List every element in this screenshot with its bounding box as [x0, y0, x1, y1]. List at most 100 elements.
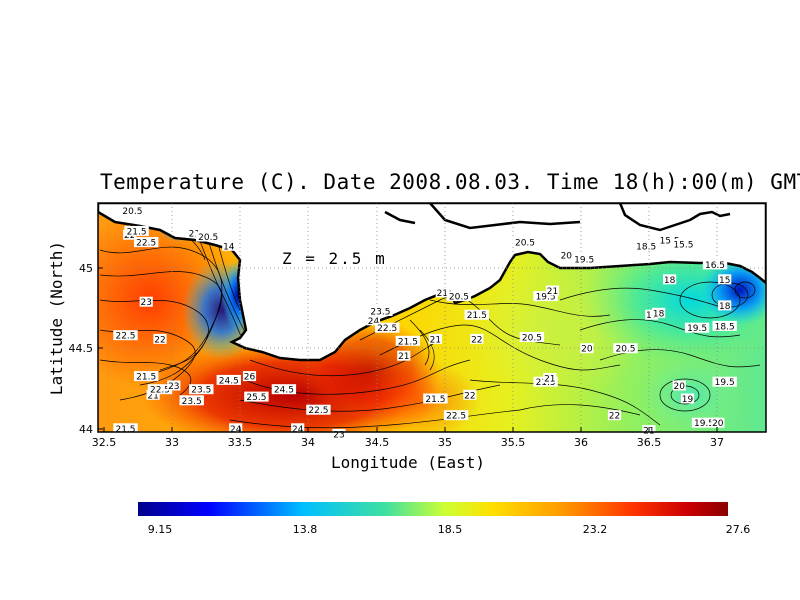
contour-label: 20.5 [519, 332, 545, 344]
contour-label-text: 20.5 [522, 334, 542, 344]
contour-label-text: 20.5 [198, 233, 218, 243]
contour-label-background [222, 240, 236, 251]
contour-label: 21 [146, 389, 160, 401]
contour-label-text: 22 [471, 335, 482, 345]
contour-label: 22 [607, 410, 622, 422]
contour-label-text: 20.5 [515, 239, 535, 249]
contour-label-text: 19.5 [574, 255, 594, 265]
contour-label-text: 20.5 [122, 207, 142, 217]
contour-label-text: 24 [292, 425, 304, 435]
contour-label-background [435, 287, 449, 298]
contour-label-text: 14 [223, 242, 235, 252]
contour-label-background [368, 306, 393, 316]
contour-label-text: 21.5 [425, 395, 445, 405]
colorbar-label: 27.6 [726, 523, 751, 536]
contour-label-background [519, 332, 545, 342]
colorbar-label: 13.8 [293, 523, 318, 536]
contour-label: 19.5 [572, 253, 597, 265]
contour-label: 24 [229, 423, 243, 435]
contour-label-background [229, 423, 243, 434]
contour-label: 21.5 [423, 393, 448, 405]
contour-label-background [124, 225, 149, 236]
y-tick-label: 45 [79, 262, 93, 275]
contour-label-background [672, 380, 686, 391]
contour-label-text: 19.5 [694, 419, 714, 429]
colorbar-label: 18.5 [438, 523, 463, 536]
contour-label: 25.5 [244, 391, 269, 403]
contour-label-background [443, 410, 469, 421]
contour-label-text: 22.5 [115, 332, 135, 342]
contour-label-background [196, 231, 221, 242]
contour-label-background [559, 250, 573, 261]
contour-label: 21.5 [124, 225, 149, 237]
contour-label-text: 20 [561, 252, 573, 262]
contour-label-text: 19 [646, 311, 658, 321]
x-tick-label: 36 [574, 436, 588, 449]
contour-label: 20.5 [613, 343, 638, 355]
contour-label: 21 [435, 287, 449, 299]
contour-label: 24.5 [216, 374, 241, 386]
contour-label: 21 [428, 333, 442, 345]
contour-label-background [134, 371, 159, 382]
contour-label: 19 [680, 393, 695, 405]
contour-label: 21.5 [113, 423, 138, 435]
contour-label-text: 25.5 [246, 393, 266, 403]
contour-label: 23 [139, 296, 153, 308]
contour-label-text: 19.5 [687, 324, 707, 334]
contour-label-background [153, 333, 167, 344]
contour-label-text: 22.5 [136, 239, 156, 249]
coastline [98, 203, 766, 362]
contour-label-text: 22.5 [377, 324, 397, 334]
contour-label-background [242, 371, 257, 382]
contour-label-background [545, 285, 560, 296]
contour-label: 20 [559, 250, 573, 262]
contour-label-background [663, 274, 677, 285]
contour-label: 20 [711, 417, 725, 429]
x-ticks [103, 427, 718, 432]
contour-label-text: 18 [719, 302, 731, 312]
contour-label: 22 [463, 389, 477, 401]
contour-label-text: 19.5 [536, 293, 556, 303]
contour-label: 20.5 [512, 237, 538, 249]
contour-label: 24 [366, 315, 381, 327]
contour-label: 22 [153, 333, 167, 345]
contour-label-background [691, 417, 717, 428]
contour-label-text: 21.5 [136, 373, 156, 383]
contour-label: 21 [187, 227, 201, 239]
contour-label: 23 [167, 380, 181, 392]
colorbar-label: 9.15 [148, 523, 173, 536]
contour-label: 22.5 [443, 410, 469, 422]
contour-label-background [572, 253, 597, 264]
colorbar-labels: 9.15 13.8 18.5 23.2 27.6 [148, 523, 751, 536]
contour-label: 18 [718, 300, 732, 312]
grid-lines [98, 203, 766, 432]
contour-label: 22.5 [134, 237, 159, 249]
contour-label: 16.5 [702, 259, 728, 271]
contour-label-text: 23.5 [191, 386, 211, 396]
contour-label: 21 [397, 350, 411, 362]
contour-label: 19.5 [684, 322, 710, 334]
contour-label-background [216, 374, 241, 385]
contour-label-background [634, 240, 659, 251]
contour-label-background [446, 291, 472, 302]
contour-label: 18 [663, 274, 677, 286]
contour-label: 24.5 [271, 384, 297, 396]
contour-label-text: 23 [333, 430, 344, 440]
contour-label-text: 21.5 [127, 227, 147, 237]
contour-label-text: 21.5 [115, 425, 135, 435]
contour-label: 21 [545, 285, 560, 297]
contour-label: 15.5 [657, 235, 682, 247]
contour-label-text: 21 [398, 352, 409, 362]
contour-label: 21.5 [134, 371, 159, 383]
contour-label-text: 22 [609, 412, 620, 422]
contour-label-text: 22.5 [308, 406, 328, 416]
contour-label-text: 24.5 [274, 386, 294, 396]
contour-label-text: 24.5 [219, 376, 239, 386]
y-axis-title: Latitude (North) [47, 241, 66, 395]
contour-label-text: 20.5 [449, 293, 469, 303]
contour-label: 22.5 [375, 322, 400, 334]
contour-label: 18 [652, 307, 666, 319]
contour-label-text: 21.5 [467, 311, 487, 321]
contour-label-text: 20 [712, 419, 724, 429]
